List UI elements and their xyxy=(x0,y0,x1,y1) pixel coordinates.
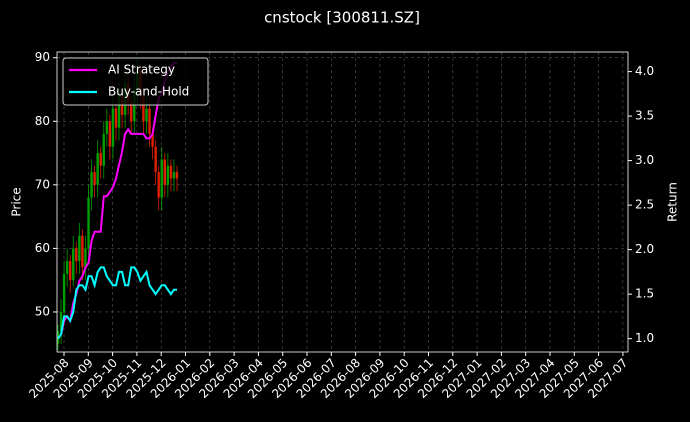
y2-tick-label: 4.0 xyxy=(635,64,654,78)
candle-body xyxy=(69,261,72,281)
candle-body xyxy=(172,172,176,179)
candle-body xyxy=(163,159,166,185)
plot-frame xyxy=(56,51,629,353)
candle-body xyxy=(142,95,145,122)
y-axis-label: Price xyxy=(10,187,24,216)
candle-body xyxy=(75,248,78,262)
y-tick-label: 90 xyxy=(35,50,50,64)
y2-tick-label: 3.0 xyxy=(635,153,654,167)
candle-body xyxy=(111,108,115,147)
candle-body xyxy=(166,165,170,185)
y2-tick-label: 1.0 xyxy=(635,331,654,345)
legend-label: Buy-and-Hold xyxy=(108,85,189,99)
candle-body xyxy=(151,133,154,147)
candle-body xyxy=(59,311,63,332)
legend-box xyxy=(62,57,209,106)
return-line xyxy=(57,266,177,340)
y-tick-label: 50 xyxy=(35,304,50,318)
y2-tick-label: 3.5 xyxy=(635,109,654,123)
candle-body xyxy=(157,172,160,198)
candle-body xyxy=(96,153,99,185)
candle-body xyxy=(130,102,133,122)
candle-body xyxy=(87,197,90,249)
candle-body xyxy=(65,261,69,274)
candle-body xyxy=(78,235,81,262)
candle-body xyxy=(84,248,87,268)
candle-body xyxy=(93,172,96,185)
candle-body xyxy=(160,159,163,198)
candle-body xyxy=(102,133,105,166)
candle-body xyxy=(90,172,93,198)
candle-body xyxy=(154,146,157,173)
candle-body xyxy=(117,95,121,128)
legend-label: AI Strategy xyxy=(108,63,175,77)
y2-tick-label: 2.5 xyxy=(635,198,654,212)
plot-area xyxy=(57,52,628,352)
y-tick-label: 60 xyxy=(35,241,50,255)
candle-body xyxy=(72,248,75,281)
candle-body xyxy=(169,165,173,179)
y2-tick-label: 1.5 xyxy=(635,287,654,301)
candle-body xyxy=(175,172,179,179)
candle-body xyxy=(145,108,148,122)
y2-axis-label: Return xyxy=(666,182,680,222)
candle-body xyxy=(108,121,112,147)
candle-body xyxy=(105,121,109,134)
candle-body xyxy=(148,108,151,134)
candle-body xyxy=(62,273,66,312)
chart-title: cnstock [300811.SZ] xyxy=(264,9,420,27)
y-tick-label: 70 xyxy=(35,177,50,191)
candle-body xyxy=(114,108,118,128)
candle-body xyxy=(81,235,84,268)
candle-body xyxy=(99,153,102,166)
legend: AI Strategy Buy-and-Hold xyxy=(62,57,209,106)
y2-tick-label: 2.0 xyxy=(635,242,654,256)
y-tick-label: 80 xyxy=(35,114,50,128)
